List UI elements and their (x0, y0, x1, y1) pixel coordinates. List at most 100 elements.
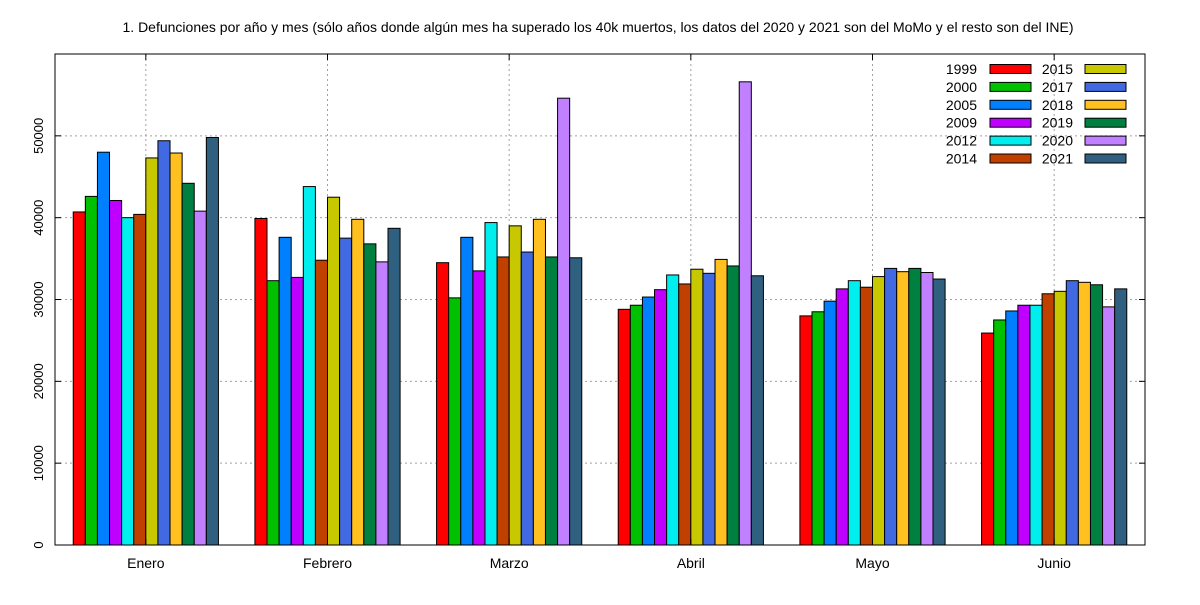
bar (96, 151, 111, 546)
bar (375, 261, 389, 546)
chart-title: 1. Defunciones por año y mes (sólo años … (123, 19, 1074, 35)
bar (1005, 310, 1019, 546)
bar (981, 332, 995, 546)
legend-swatch (1084, 64, 1127, 74)
bar (678, 283, 692, 546)
bar (302, 186, 316, 546)
plot-frame (54, 53, 1146, 546)
bar (520, 251, 534, 546)
bar (193, 210, 207, 546)
x-tick-label: Mayo (855, 555, 889, 571)
bar (557, 97, 571, 546)
bar (1102, 306, 1116, 546)
bar (496, 256, 510, 546)
bar (205, 136, 219, 546)
bar (169, 152, 183, 546)
legend-label: 2018 (1042, 97, 1073, 113)
bar (508, 225, 522, 546)
x-tick-label: Enero (127, 555, 165, 571)
bar (1053, 290, 1067, 546)
legend-label: 2000 (946, 79, 977, 95)
legend-label: 2015 (1042, 61, 1073, 77)
bar (290, 276, 304, 546)
legend-swatch (989, 99, 1032, 110)
bar (835, 288, 849, 546)
bar (993, 319, 1007, 546)
legend-swatch (1084, 135, 1127, 146)
y-tick-label: 0 (31, 541, 46, 548)
bar (629, 304, 643, 546)
bar (654, 289, 668, 546)
bar (145, 157, 159, 546)
bar (363, 243, 377, 546)
legend-swatch (1084, 153, 1127, 164)
bar (859, 286, 874, 546)
bar (544, 256, 559, 546)
bar (1065, 280, 1079, 546)
legend-swatch (989, 64, 1032, 74)
bar (266, 280, 280, 546)
axes: 0 10000 20000 30000 40000 50000 Enero Febrero Ma… (31, 53, 1146, 571)
bar (84, 195, 98, 546)
bar (387, 227, 401, 546)
legend-label: 1999 (946, 61, 977, 77)
bar (872, 276, 886, 546)
bar (690, 268, 704, 546)
bar (472, 270, 486, 546)
bar (896, 271, 910, 546)
bar (714, 258, 728, 546)
bar (327, 196, 341, 546)
legend-label: 2020 (1042, 133, 1073, 149)
bar (448, 297, 462, 546)
bar (1041, 293, 1055, 546)
legend-swatch (989, 81, 1032, 92)
legend-label: 2005 (946, 97, 977, 113)
bar (823, 300, 837, 546)
bar (799, 315, 813, 546)
bar (666, 274, 680, 546)
x-tick-label: Abril (677, 555, 705, 571)
bar (1077, 281, 1091, 546)
bar (278, 236, 292, 546)
x-tick-label: Junio (1037, 555, 1071, 571)
bar (181, 182, 195, 546)
bar (314, 259, 328, 546)
bar (133, 213, 147, 546)
legend-label: 2014 (946, 151, 977, 167)
x-tick-label: Marzo (490, 555, 529, 571)
legend-swatch (989, 135, 1032, 146)
bar (121, 217, 135, 546)
bar (617, 308, 631, 546)
legend-swatch (989, 153, 1032, 164)
bar (157, 140, 171, 546)
bar (1029, 304, 1043, 546)
bar (884, 267, 898, 546)
y-tick-label: 50000 (31, 118, 46, 154)
legend-label: 2021 (1042, 151, 1073, 167)
bar (339, 237, 353, 546)
bar (1089, 284, 1104, 546)
bar (72, 211, 86, 546)
bar (436, 262, 450, 546)
legend-label: 2012 (946, 133, 977, 149)
bar (351, 218, 365, 546)
legend-label: 2017 (1042, 79, 1073, 95)
bar (641, 296, 656, 546)
legend-label: 2019 (1042, 115, 1073, 131)
bar (1114, 288, 1128, 546)
bar (569, 257, 583, 546)
bar (932, 278, 946, 546)
y-tick-label: 10000 (31, 445, 46, 481)
bar (738, 81, 752, 546)
bar (811, 311, 825, 546)
bar (254, 217, 268, 546)
bar (532, 218, 546, 546)
legend-swatch (1084, 99, 1127, 110)
bar (1017, 304, 1031, 546)
bar (847, 280, 861, 546)
y-tick-label: 20000 (31, 363, 46, 399)
legend: 1999 2000 2005 2009 2012 2014 2015 2017 2018 2019… (946, 61, 1127, 167)
bar (920, 271, 934, 546)
bar (908, 267, 922, 546)
